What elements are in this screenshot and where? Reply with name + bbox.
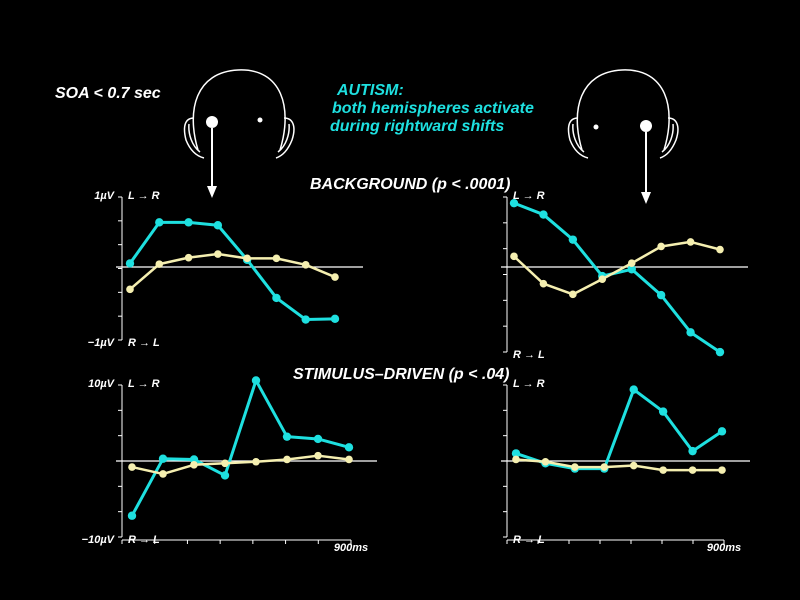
data-point-autism — [272, 293, 281, 303]
data-point-control — [283, 455, 291, 464]
autism-line-2: both hemispheres activate — [332, 100, 534, 117]
direction-label-top: L → R — [128, 378, 160, 390]
y-top-label: 10µV — [88, 378, 116, 390]
data-point-control — [539, 279, 548, 288]
data-point-autism — [717, 427, 727, 436]
data-point-control — [686, 238, 695, 246]
data-point-autism — [627, 265, 636, 274]
data-point-autism — [220, 471, 230, 480]
data-point-autism — [155, 218, 164, 227]
data-point-control — [541, 457, 550, 466]
x-end-label: 900ms — [707, 542, 741, 554]
series-line-autism — [130, 378, 350, 517]
data-point-control — [571, 463, 579, 471]
data-point-autism — [301, 315, 310, 324]
data-point-autism — [313, 434, 323, 444]
data-point-autism — [213, 221, 223, 230]
series-line-control — [131, 454, 350, 476]
direction-label-bottom: R → L — [128, 337, 160, 349]
data-point-control — [301, 261, 310, 269]
autism-line-3: during rightward shifts — [330, 118, 505, 135]
autism-annotation: AUTISM: both hemispheres activate during… — [330, 82, 534, 136]
data-point-autism — [330, 314, 340, 324]
data-point-control — [657, 242, 665, 251]
data-point-control — [345, 455, 353, 464]
background-title: BACKGROUND (p < .0001) — [310, 176, 511, 193]
data-point-autism — [282, 432, 292, 441]
data-point-autism — [158, 454, 168, 463]
data-point-autism — [251, 376, 261, 385]
y-top-label: 1µV — [94, 190, 115, 202]
data-point-control — [569, 290, 577, 299]
autism-line-1: AUTISM: — [337, 82, 404, 99]
data-point-control — [314, 451, 322, 460]
series-line-control — [129, 252, 336, 291]
data-point-control — [331, 273, 339, 281]
series-line-autism — [128, 220, 336, 322]
data-point-autism — [568, 235, 578, 244]
data-point-control — [688, 466, 697, 474]
data-point-control — [272, 254, 281, 263]
data-point-autism — [539, 210, 548, 219]
direction-label-top: L → R — [513, 190, 545, 202]
data-point-control — [600, 463, 609, 471]
data-point-autism — [629, 385, 638, 394]
data-point-control — [252, 457, 260, 466]
data-point-control — [184, 253, 193, 262]
head-left-attention-icon — [183, 69, 295, 198]
data-point-autism — [715, 347, 725, 357]
series-line-control — [515, 458, 722, 472]
data-point-control — [659, 466, 667, 474]
data-point-control — [128, 463, 136, 471]
data-point-control — [718, 466, 726, 474]
data-point-autism — [125, 259, 135, 268]
data-point-control — [155, 260, 164, 268]
direction-label-top: L → R — [513, 378, 545, 390]
series-line-autism — [515, 388, 723, 471]
data-point-autism — [656, 290, 666, 300]
data-point-autism — [509, 198, 519, 208]
data-point-autism — [686, 328, 695, 337]
data-point-control — [512, 455, 520, 464]
data-point-control — [716, 245, 724, 254]
data-point-control — [627, 259, 636, 268]
series-line-control — [513, 240, 721, 296]
data-point-autism — [189, 455, 199, 464]
data-point-control — [159, 470, 167, 478]
series-line-autism — [513, 201, 721, 354]
data-point-control — [510, 252, 518, 261]
data-point-autism — [511, 449, 521, 458]
soa-label: SOA < 0.7 sec — [55, 85, 161, 102]
direction-label-top: L → R — [128, 190, 160, 202]
data-point-autism — [127, 511, 137, 520]
head-right-attention-icon — [567, 69, 679, 204]
direction-label-bottom: R → L — [513, 349, 545, 361]
data-point-control — [126, 285, 134, 294]
data-point-control — [214, 250, 222, 258]
y-bottom-label: −1µV — [88, 337, 116, 349]
data-point-autism — [688, 446, 697, 456]
stimulus-driven-title: STIMULUS–DRIVEN (p < .04) — [293, 366, 510, 383]
data-point-autism — [184, 218, 193, 227]
data-point-autism — [658, 407, 668, 416]
y-bottom-label: −10µV — [82, 534, 116, 546]
data-point-control — [598, 275, 607, 283]
data-point-control — [190, 461, 198, 469]
data-point-control — [243, 254, 251, 263]
data-point-autism — [344, 443, 354, 452]
data-point-control — [221, 459, 229, 468]
x-end-label: 900ms — [334, 542, 368, 554]
data-point-control — [629, 461, 638, 470]
